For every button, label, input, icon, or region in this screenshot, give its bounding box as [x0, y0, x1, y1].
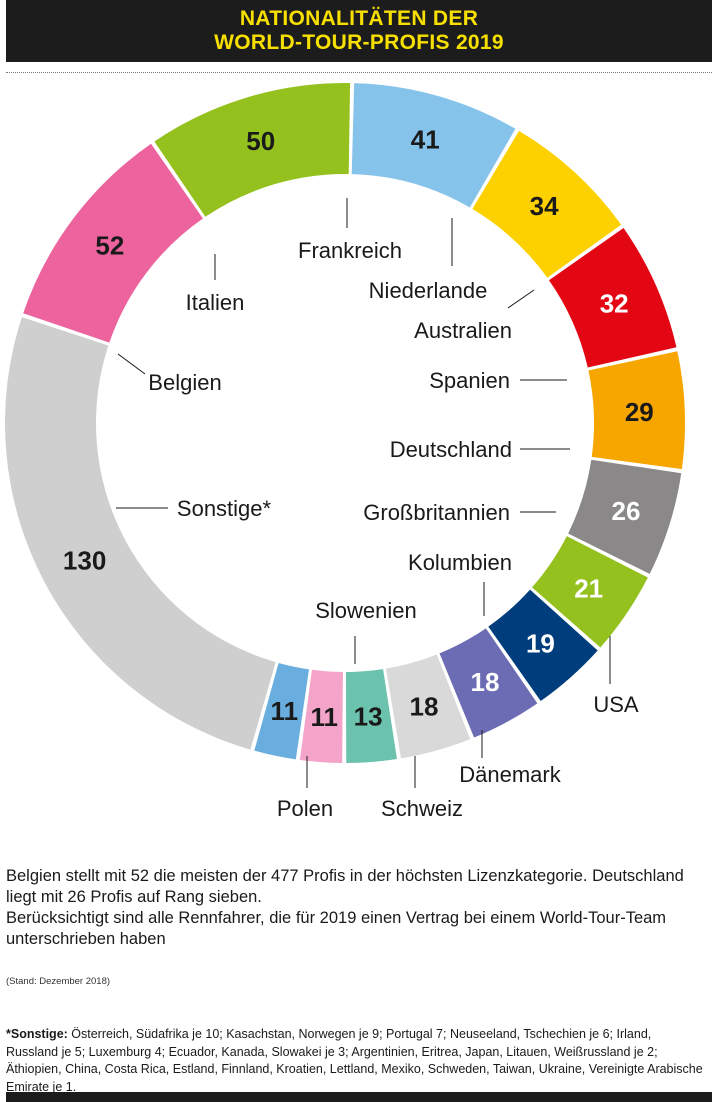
caption-line-1: Belgien stellt mit 52 die meisten der 47… [6, 867, 684, 906]
value-label-italien: 50 [246, 126, 275, 156]
slice-schweiz [345, 669, 397, 763]
leader-line-australien [507, 289, 535, 309]
category-label-spanien: Spanien [429, 368, 510, 393]
category-label-australien: Australien [414, 318, 512, 343]
footnote-label: *Sonstige: [6, 1027, 68, 1041]
slice-australien [548, 228, 677, 368]
category-label-frankreich: Frankreich [298, 238, 402, 263]
slice-italien [154, 82, 351, 217]
slice-usa [488, 589, 598, 702]
category-label-großbritannien: Großbritannien [363, 500, 510, 525]
category-label-slowenien: Slowenien [315, 598, 417, 623]
bottom-bar [6, 1092, 712, 1102]
slice-polen [254, 662, 309, 760]
slice-sonstige [5, 317, 276, 750]
value-label-schweiz: 13 [354, 702, 383, 732]
slice-dänemark [386, 654, 471, 759]
value-label-frankreich: 41 [411, 125, 440, 155]
category-label-deutschland: Deutschland [390, 437, 512, 462]
stand-date: (Stand: Dezember 2018) [6, 976, 111, 987]
value-label-australien: 32 [600, 289, 629, 319]
slice-niederlande [472, 130, 622, 278]
category-label-italien: Italien [186, 290, 245, 315]
value-label-usa: 19 [526, 628, 555, 658]
footnote-text: Österreich, Südafrika je 10; Kasachstan,… [6, 1027, 703, 1094]
title-line-1: NATIONALITÄTEN DER [239, 7, 479, 30]
value-label-polen: 11 [271, 696, 299, 726]
category-label-dänemark: Dänemark [459, 762, 561, 787]
category-label-schweiz: Schweiz [381, 796, 463, 821]
value-label-kolumbien: 18 [471, 667, 500, 697]
category-label-sonstige: Sonstige* [177, 496, 272, 521]
value-label-dänemark: 18 [410, 692, 439, 722]
value-label-niederlande: 34 [530, 191, 559, 221]
value-label-belgien: 52 [95, 231, 124, 261]
donut-chart: 41 Frankreich 34 Niederlande 32 Australien 29 S… [5, 82, 686, 821]
slice-frankreich [351, 83, 516, 208]
caption-line-2: Berücksichtigt sind alle Rennfahrer, die… [6, 909, 667, 948]
dotted-divider [6, 72, 712, 73]
category-label-kolumbien: Kolumbien [408, 550, 512, 575]
category-label-polen: Polen [277, 796, 333, 821]
category-label-belgien: Belgien [148, 370, 221, 395]
title-line-2: WORLD-TOUR-PROFIS 2019 [214, 31, 504, 54]
slice-deutschland [568, 459, 682, 574]
slice-großbritannien [532, 536, 648, 648]
slice-spanien [588, 351, 686, 470]
category-label-niederlande: Niederlande [369, 278, 488, 303]
caption: Belgien stellt mit 52 die meisten der 47… [6, 866, 696, 950]
category-label-usa: USA [593, 692, 639, 717]
leader-line-belgien [117, 353, 146, 375]
chart-title: NATIONALITÄTEN DER WORLD-TOUR-PROFIS 201… [6, 7, 712, 55]
value-label-spanien: 29 [625, 397, 654, 427]
value-label-sonstige: 130 [63, 546, 106, 576]
value-label-großbritannien: 21 [574, 573, 603, 603]
footnote: *Sonstige: Österreich, Südafrika je 10; … [6, 1026, 706, 1096]
slice-belgien [23, 143, 203, 343]
slice-slowenien [299, 669, 343, 763]
value-label-slowenien: 11 [310, 702, 338, 732]
header-bar: NATIONALITÄTEN DER WORLD-TOUR-PROFIS 201… [6, 0, 712, 62]
slice-kolumbien [439, 628, 538, 738]
value-label-deutschland: 26 [612, 496, 641, 526]
